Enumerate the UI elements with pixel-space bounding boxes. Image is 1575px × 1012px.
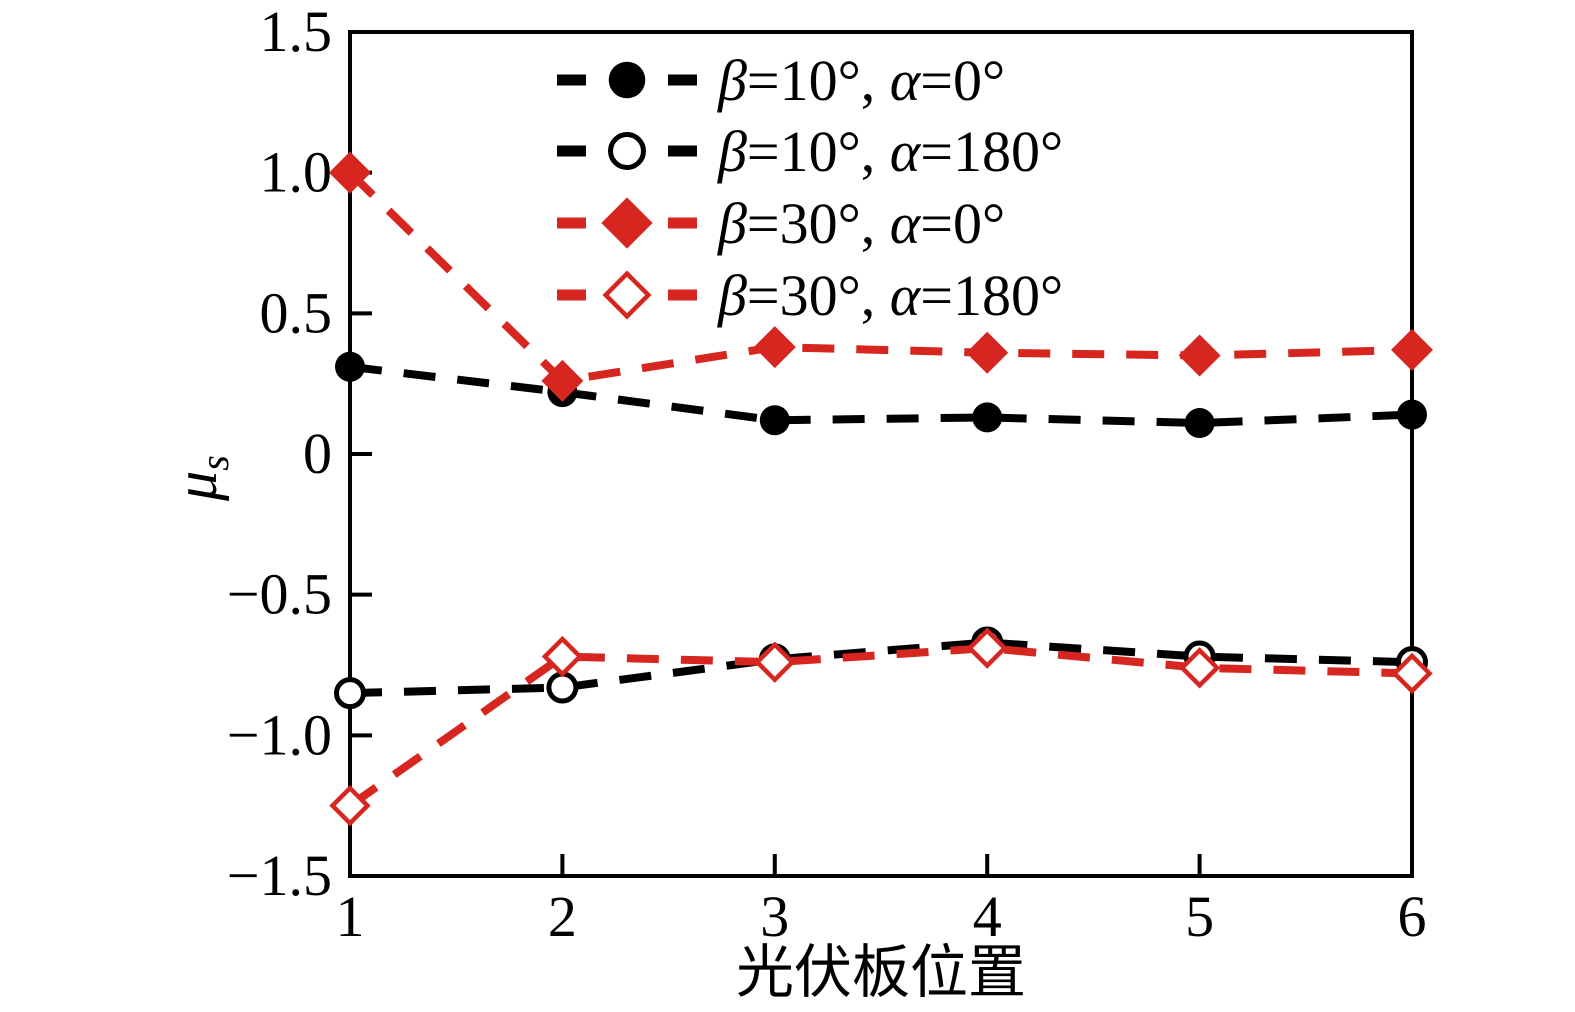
legend: β=10°, α=0°β=10°, α=180° β=30°, α=0° β=30°… — [557, 48, 1063, 328]
marker-diamond-open — [1178, 647, 1221, 689]
legend-label: β=10°, α=180° — [717, 119, 1063, 184]
y-axis-title: μs — [163, 455, 237, 502]
series-2 — [329, 151, 1433, 402]
legend-row-2: β=30°, α=0° — [557, 191, 1005, 256]
series-0 — [335, 351, 1427, 439]
marker-diamond-open — [329, 784, 371, 827]
y-tick-label: 0 — [303, 421, 332, 486]
series-line — [347, 644, 1413, 809]
y-tick-label: 1.0 — [260, 140, 333, 205]
series-3 — [329, 627, 1433, 827]
marker-circle-filled — [759, 405, 790, 436]
marker-diamond-open — [541, 635, 584, 678]
series-line — [349, 638, 1413, 698]
marker-diamond-filled — [753, 326, 796, 369]
marker-diamond-open — [966, 627, 1008, 669]
marker-circle-filled — [1397, 399, 1427, 430]
marker-circle-open — [334, 677, 366, 710]
x-axis: 1 2 3 4 5 6 — [336, 854, 1427, 949]
marker-diamond-open — [1391, 652, 1433, 695]
marker-circle-filled — [1184, 408, 1215, 439]
series-line — [347, 169, 1413, 386]
marker-circle-filled — [972, 402, 1003, 433]
x-tick-label: 2 — [548, 884, 577, 949]
x-tick-label: 3 — [760, 884, 789, 949]
marker-diamond-filled — [601, 197, 653, 249]
legend-row-1: β=10°, α=180° — [557, 119, 1063, 184]
legend-label: β=30°, α=0° — [717, 191, 1005, 256]
marker-circle-open — [608, 132, 646, 170]
legend-row-3: β=30°, α=180° — [557, 263, 1063, 328]
marker-diamond-filled — [1178, 334, 1221, 377]
marker-diamond-filled — [966, 331, 1009, 374]
marker-circle-filled — [608, 61, 646, 99]
marker-circle-filled — [335, 351, 365, 382]
marker-circle-open — [546, 671, 579, 704]
marker-diamond-open — [754, 641, 796, 683]
y-tick-label: −0.5 — [227, 562, 332, 627]
y-axis: 1.5 1.0 0.5 0 −0.5 −1.0 −1.5 — [227, 0, 372, 908]
y-tick-label: 1.5 — [260, 0, 333, 64]
legend-row-0: β=10°, α=0° — [557, 48, 1005, 113]
series-1 — [334, 626, 1428, 710]
legend-label: β=30°, α=180° — [717, 263, 1063, 328]
x-tick-label: 5 — [1185, 884, 1214, 949]
marker-diamond-filled — [541, 359, 584, 402]
x-axis-title: 光伏板位置 — [736, 940, 1026, 1005]
legend-label: β=10°, α=0° — [717, 48, 1005, 113]
series-line — [349, 362, 1413, 428]
y-tick-label: −1.0 — [227, 702, 332, 767]
y-tick-label: −1.5 — [227, 843, 332, 908]
marker-diamond-open — [602, 270, 652, 320]
x-tick-label: 1 — [336, 884, 365, 949]
y-tick-label: 0.5 — [260, 280, 333, 345]
marker-diamond-filled — [329, 151, 371, 194]
marker-diamond-filled — [1391, 328, 1433, 371]
x-tick-label: 4 — [973, 884, 1002, 949]
x-tick-label: 6 — [1398, 884, 1427, 949]
